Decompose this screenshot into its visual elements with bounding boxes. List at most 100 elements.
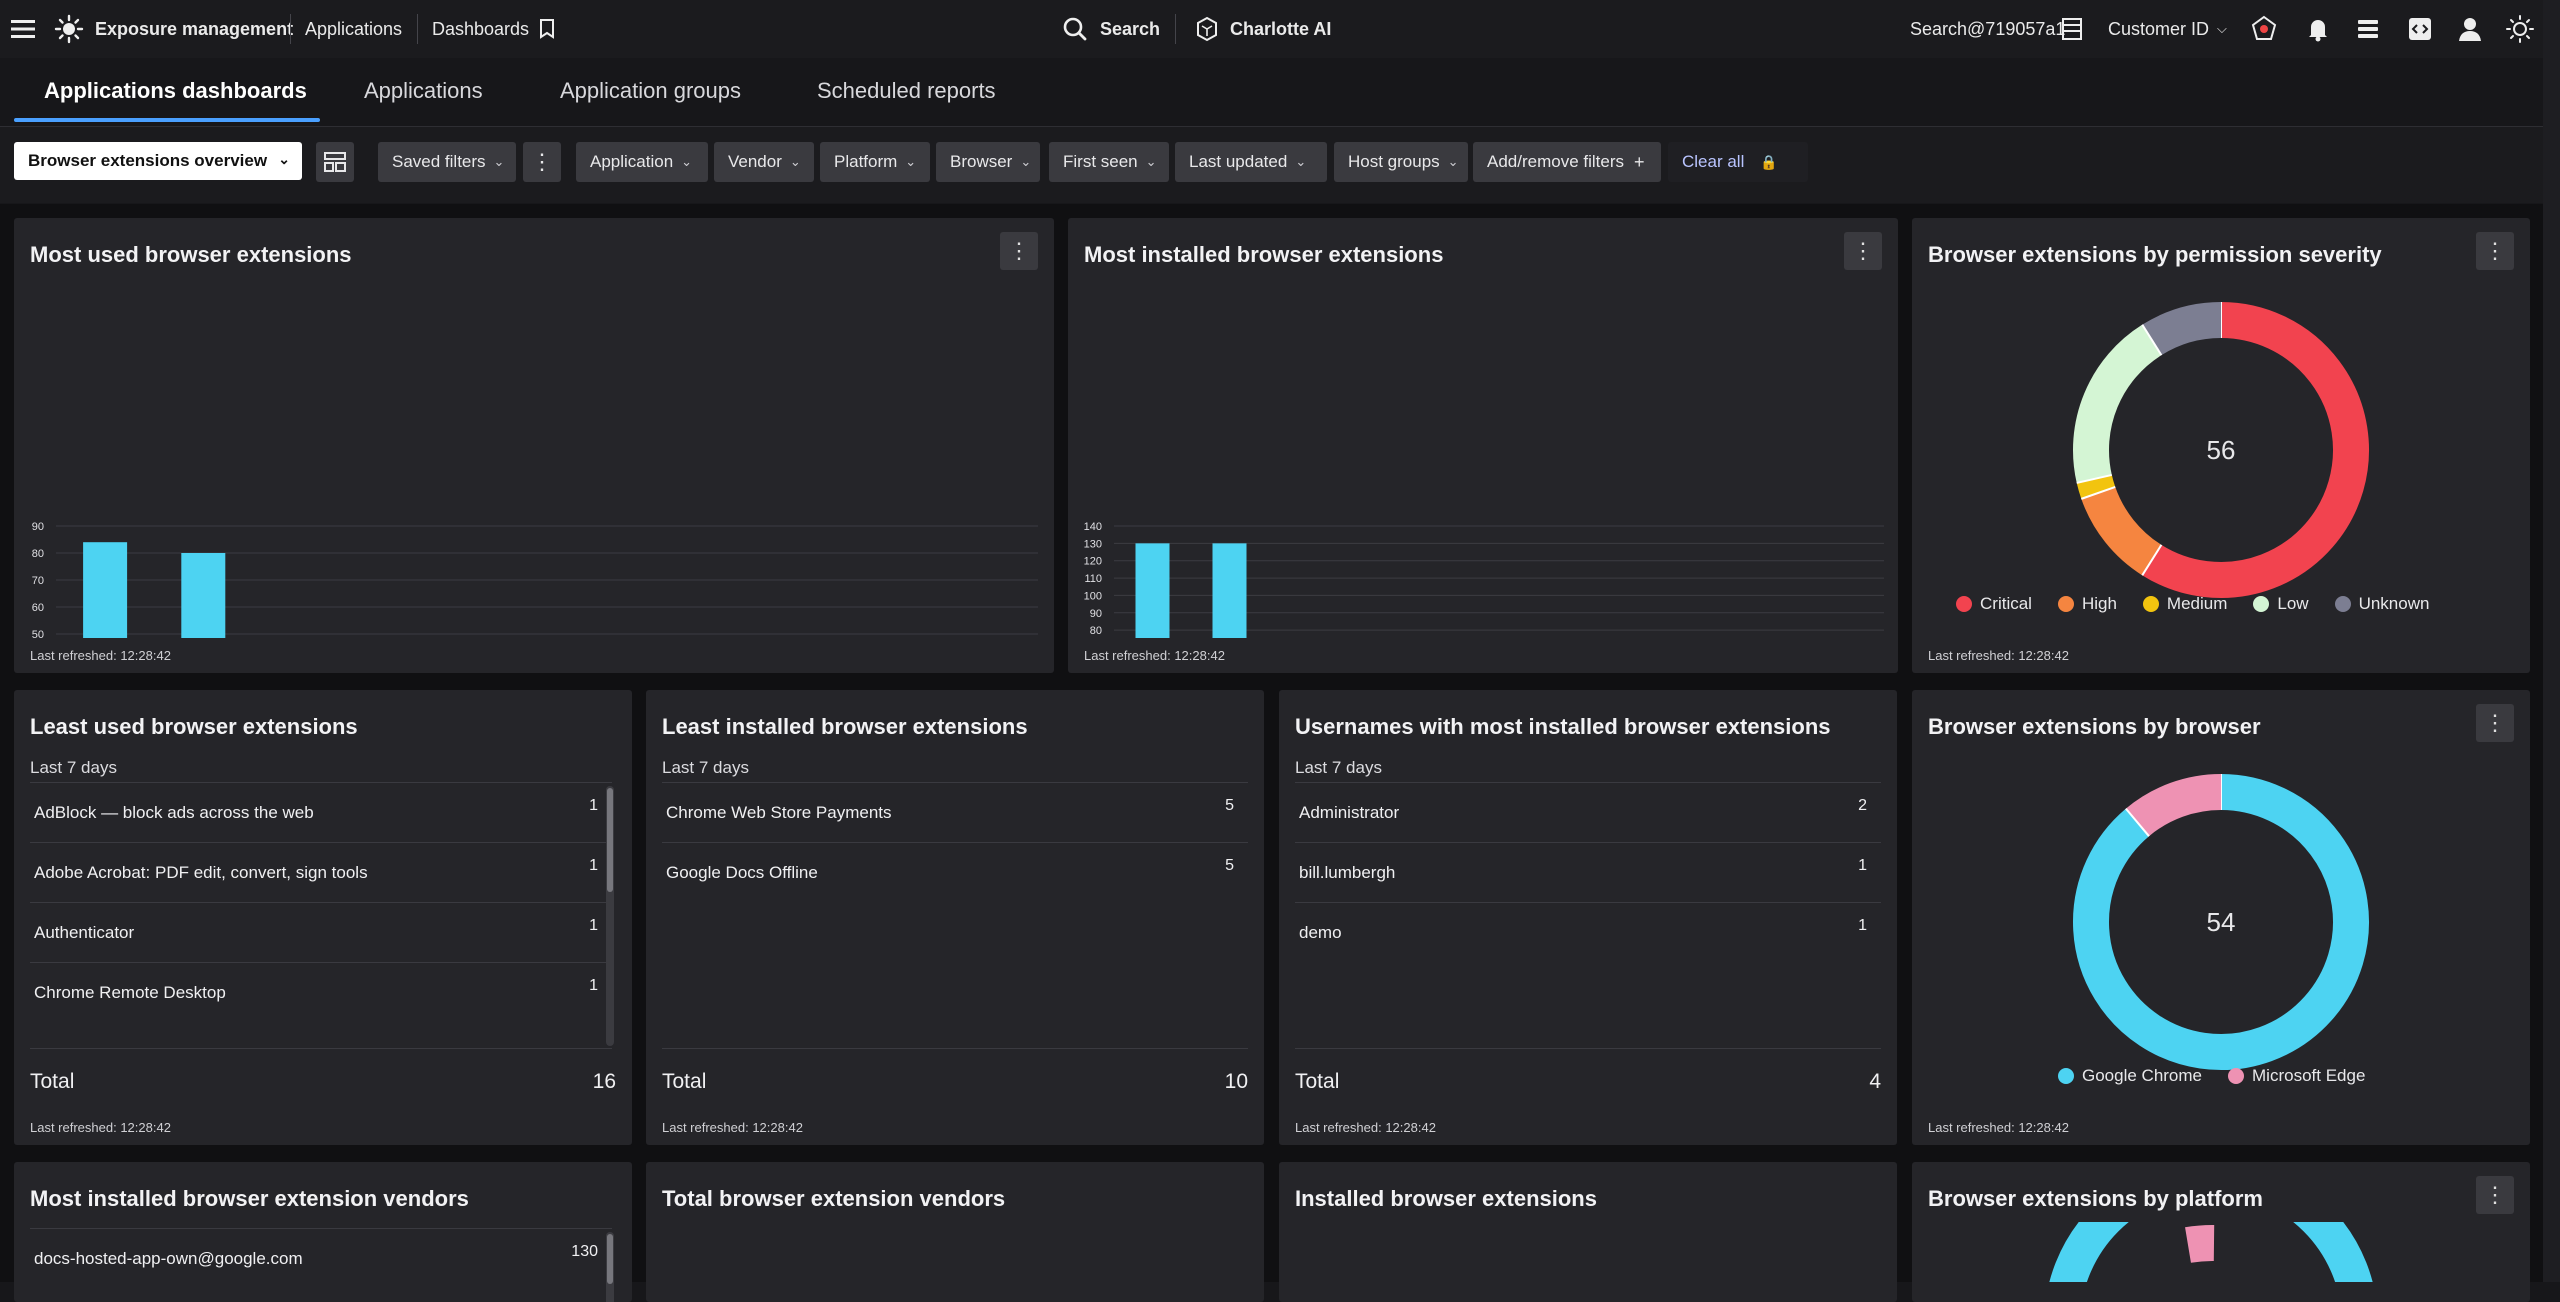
charlotte-ai-button[interactable]: Charlotte AI: [1230, 18, 1332, 39]
card-menu-kebab-icon[interactable]: ⋮: [2476, 232, 2514, 270]
list-scrollbar[interactable]: [606, 786, 614, 1046]
filter-browser-label: Browser: [950, 152, 1013, 171]
threat-intel-icon[interactable]: [2249, 0, 2279, 58]
bookmark-icon[interactable]: [538, 0, 556, 58]
total-label: Total: [1295, 1070, 1340, 1093]
y-tick-label: 140: [1084, 521, 1102, 533]
code-icon[interactable]: [2408, 0, 2432, 58]
legend-item[interactable]: Google Chrome: [2058, 1066, 2202, 1086]
activity-icon[interactable]: [2356, 0, 2380, 58]
donut-slice[interactable]: [2073, 324, 2162, 483]
legend-item[interactable]: Low: [2253, 594, 2309, 614]
legend-swatch: [2057, 596, 2074, 612]
tab-application-groups[interactable]: Application groups: [560, 78, 742, 103]
bar[interactable]: [83, 542, 128, 638]
legend-item[interactable]: Medium: [2142, 594, 2227, 614]
dashboard-select[interactable]: Browser extensions overview ⌄: [14, 142, 302, 180]
product-title[interactable]: Exposure management: [95, 18, 294, 39]
filter-host-groups[interactable]: Host groups ⌄: [1334, 142, 1468, 182]
y-tick-label: 110: [1084, 573, 1102, 585]
slice-separator: [2080, 486, 2116, 500]
list-item[interactable]: Chrome Web Store Payments 5: [662, 782, 1248, 842]
layout-icon[interactable]: [2061, 0, 2083, 58]
chevron-down-icon: ⌵: [2217, 21, 2227, 36]
list-item[interactable]: AdBlock — block ads across the web 1: [30, 782, 612, 842]
customer-id-dropdown[interactable]: Customer ID ⌵: [2108, 0, 2227, 58]
platform-donut-partial: [2049, 1222, 2373, 1282]
card-menu-kebab-icon[interactable]: ⋮: [2476, 1176, 2514, 1214]
search-button[interactable]: Search: [1100, 18, 1161, 39]
dashboard-layout-button[interactable]: [316, 142, 354, 182]
chevron-down-icon: ⌄: [681, 154, 693, 169]
donut-slice[interactable]: [2142, 302, 2222, 356]
card-menu-kebab-icon[interactable]: ⋮: [2476, 704, 2514, 742]
filter-host-groups-label: Host groups: [1348, 152, 1440, 171]
last-refreshed: Last refreshed: 12:28:42: [662, 1120, 803, 1135]
clear-all-button[interactable]: Clear all 🔒: [1668, 142, 1808, 182]
card-menu-kebab-icon[interactable]: ⋮: [1844, 232, 1882, 270]
breadcrumb-applications[interactable]: Applications: [305, 18, 403, 39]
list-item[interactable]: docs-hosted-app-own@google.com 130: [30, 1228, 612, 1288]
donut-slice[interactable]: [2076, 474, 2116, 499]
tab-scheduled-reports[interactable]: Scheduled reports: [817, 78, 996, 103]
legend-item[interactable]: Microsoft Edge: [2228, 1066, 2365, 1086]
theme-sun-icon[interactable]: [2506, 0, 2534, 58]
list-item-value: 1: [589, 917, 598, 934]
search-icon[interactable]: [1062, 0, 1088, 58]
saved-filters-label: Saved filters: [392, 152, 486, 171]
list-item[interactable]: Chrome Remote Desktop 1: [30, 962, 612, 1022]
list-item[interactable]: Administrator 2: [1295, 782, 1881, 842]
legend-item[interactable]: Critical: [1956, 594, 2032, 614]
donut-slice[interactable]: [2142, 302, 2369, 598]
donut-slice[interactable]: [2081, 486, 2162, 576]
bar[interactable]: [181, 553, 226, 638]
card-extensions-by-browser: Browser extensions by browser ⋮ 54 Googl…: [1912, 690, 2530, 1145]
bar[interactable]: [1135, 543, 1170, 638]
charlotte-ai-icon[interactable]: [1194, 0, 1220, 58]
filter-platform[interactable]: Platform ⌄: [820, 142, 930, 182]
card-menu-kebab-icon[interactable]: ⋮: [1000, 232, 1038, 270]
donut-slice[interactable]: [2125, 774, 2222, 837]
legend-swatch: [1956, 596, 1972, 612]
list-scrollbar[interactable]: [606, 1232, 614, 1302]
bar[interactable]: [1212, 543, 1247, 638]
list-item[interactable]: Authenticator 1: [30, 902, 612, 962]
slice-separator: [2141, 544, 2163, 576]
card-title: Total browser extension vendors: [662, 1186, 1006, 1211]
card-title: Most used browser extensions: [30, 242, 352, 267]
filter-application[interactable]: Application ⌄: [576, 142, 708, 182]
filter-browser[interactable]: Browser ⌄: [936, 142, 1040, 182]
legend-label: Unknown: [2358, 594, 2430, 613]
last-refreshed: Last refreshed: 12:28:42: [30, 648, 171, 663]
list-item[interactable]: Adobe Acrobat: PDF edit, convert, sign t…: [30, 842, 612, 902]
tab-applications[interactable]: Applications: [364, 78, 483, 103]
total-value: 10: [1224, 1070, 1248, 1093]
filter-vendor[interactable]: Vendor ⌄: [714, 142, 814, 182]
card-most-installed-extensions: Most installed browser extensions ⋮ 0102…: [1068, 218, 1898, 673]
card-most-used-extensions: Most used browser extensions ⋮ 010203040…: [14, 218, 1054, 673]
filter-options-kebab-icon[interactable]: ⋮: [523, 142, 561, 182]
list-item[interactable]: bill.lumbergh 1: [1295, 842, 1881, 902]
filter-first-seen[interactable]: First seen ⌄: [1049, 142, 1169, 182]
account-search-label[interactable]: Search@719057a1: [1910, 18, 2066, 39]
saved-filters-button[interactable]: Saved filters ⌄: [378, 142, 516, 182]
add-remove-filters-button[interactable]: Add/remove filters +: [1473, 142, 1661, 182]
chevron-down-icon: ⌄: [1145, 154, 1157, 169]
legend-item[interactable]: High: [2057, 594, 2117, 614]
user-profile-icon[interactable]: [2458, 0, 2482, 58]
list-item[interactable]: Google Docs Offline 5: [662, 842, 1248, 902]
browser-donut: 54: [2073, 774, 2369, 1070]
page-scrollbar[interactable]: [2543, 0, 2560, 1282]
donut-slice[interactable]: [2073, 774, 2369, 1070]
tabs-divider: [0, 126, 2560, 127]
tab-applications-dashboards[interactable]: Applications dashboards: [44, 78, 307, 103]
legend-item[interactable]: Unknown: [2334, 594, 2430, 614]
menu-icon[interactable]: [10, 0, 36, 58]
legend-swatch: [2253, 596, 2270, 612]
notifications-bell-icon[interactable]: [2306, 0, 2330, 58]
list-item-label: Chrome Web Store Payments: [666, 803, 892, 822]
y-tick-label: 80: [32, 548, 44, 560]
filter-last-updated-label: Last updated: [1189, 152, 1288, 171]
list-item[interactable]: demo 1: [1295, 902, 1881, 962]
filter-last-updated[interactable]: Last updated ⌄: [1175, 142, 1327, 182]
